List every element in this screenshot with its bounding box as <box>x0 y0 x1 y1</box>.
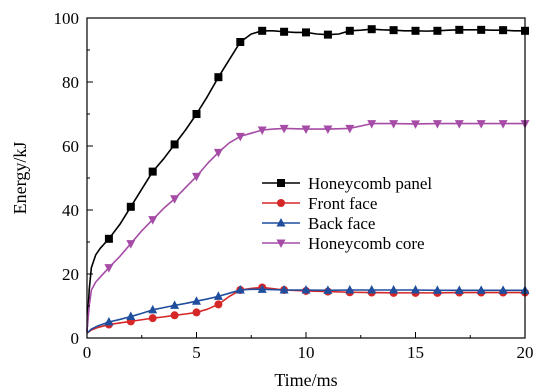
data-point <box>389 26 398 35</box>
data-point <box>476 285 486 294</box>
legend-marker <box>277 199 285 207</box>
data-point <box>411 120 420 129</box>
data-point <box>213 148 223 158</box>
data-point <box>432 285 442 294</box>
data-point <box>192 110 201 118</box>
y-tick-label: 100 <box>54 9 80 28</box>
data-point <box>367 285 377 294</box>
data-point <box>214 73 223 82</box>
y-tick-label: 60 <box>62 137 79 156</box>
data-point <box>455 25 464 34</box>
data-point <box>280 27 289 36</box>
data-point <box>104 234 113 243</box>
y-tick-label: 0 <box>71 329 80 348</box>
data-point <box>170 195 180 204</box>
data-point <box>258 26 267 35</box>
x-axis-label: Time/ms <box>274 370 337 390</box>
data-point <box>214 300 223 309</box>
y-tick-label: 20 <box>62 265 79 284</box>
data-point <box>257 284 267 293</box>
series-honeycomb-panel <box>86 25 529 332</box>
series-honeycomb-core <box>86 120 530 332</box>
data-point <box>498 285 508 294</box>
data-point <box>498 120 508 129</box>
y-tick-label: 40 <box>62 201 79 220</box>
legend-item: Back face <box>262 214 375 233</box>
x-tick-label: 5 <box>192 343 201 362</box>
data-point <box>345 26 354 35</box>
data-point <box>367 120 377 129</box>
data-point <box>192 308 201 317</box>
legend-label: Honeycomb panel <box>308 174 432 193</box>
data-point <box>213 291 223 300</box>
legend-label: Front face <box>308 194 377 213</box>
legend-marker <box>276 218 286 227</box>
legend-item: Honeycomb panel <box>262 174 432 193</box>
data-point <box>279 124 289 134</box>
data-point <box>148 314 157 323</box>
x-tick-label: 15 <box>407 343 424 362</box>
x-tick-label: 0 <box>83 343 92 362</box>
data-point <box>499 26 508 35</box>
data-point <box>170 311 179 320</box>
data-point <box>148 167 157 176</box>
data-point <box>476 120 486 129</box>
data-point <box>345 285 355 294</box>
data-point <box>126 240 136 249</box>
data-point <box>389 285 399 294</box>
y-tick-label: 80 <box>62 73 79 92</box>
x-tick-label: 20 <box>517 343 534 362</box>
data-point <box>170 300 180 309</box>
data-point <box>148 216 158 225</box>
data-point <box>323 125 333 135</box>
data-point <box>367 25 376 34</box>
data-point <box>170 140 179 149</box>
data-point <box>323 30 332 39</box>
y-axis-label: Energy/kJ <box>10 142 30 215</box>
data-point <box>454 120 464 129</box>
data-point <box>235 285 245 294</box>
legend-item: Front face <box>262 194 377 213</box>
legend-item: Honeycomb core <box>262 234 425 253</box>
data-point <box>104 317 114 326</box>
data-point <box>126 202 135 211</box>
data-point <box>192 296 201 305</box>
data-point <box>411 285 420 294</box>
legend-label: Honeycomb core <box>308 234 425 253</box>
data-point <box>126 311 136 321</box>
data-point <box>104 264 114 273</box>
data-point <box>302 28 310 37</box>
data-point <box>301 125 311 135</box>
ticks-layer: 0 5 10 15 20 0 20 40 60 80 100 <box>54 9 534 362</box>
data-point <box>454 285 464 294</box>
data-point <box>477 25 486 34</box>
data-point <box>323 285 333 294</box>
series-line <box>86 122 525 332</box>
data-point <box>345 124 355 134</box>
data-point <box>279 285 289 294</box>
data-point <box>411 26 420 35</box>
legend-marker <box>276 239 286 248</box>
data-point <box>236 38 245 46</box>
data-point <box>257 126 267 135</box>
series-layer <box>86 25 530 334</box>
data-point <box>301 285 311 294</box>
data-point <box>432 120 442 129</box>
data-point <box>433 26 442 35</box>
data-point <box>192 172 201 182</box>
data-point <box>389 120 399 129</box>
data-point <box>148 304 158 314</box>
data-point <box>235 132 245 142</box>
legend-marker <box>277 179 285 187</box>
x-tick-label: 10 <box>298 343 315 362</box>
series-back-face <box>86 284 530 334</box>
legend-label: Back face <box>308 214 375 233</box>
